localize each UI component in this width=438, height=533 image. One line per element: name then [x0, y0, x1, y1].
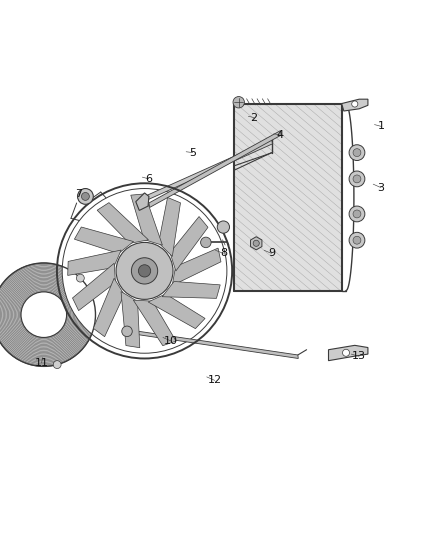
- Circle shape: [21, 292, 67, 337]
- Polygon shape: [121, 292, 140, 348]
- Polygon shape: [159, 197, 180, 256]
- Circle shape: [78, 189, 93, 204]
- Circle shape: [138, 265, 151, 277]
- Circle shape: [201, 237, 211, 248]
- Polygon shape: [127, 329, 298, 359]
- Polygon shape: [251, 237, 262, 250]
- Text: 6: 6: [145, 174, 152, 184]
- Polygon shape: [162, 281, 220, 298]
- Circle shape: [233, 96, 244, 108]
- Text: 13: 13: [352, 351, 366, 361]
- Text: 8: 8: [220, 248, 227, 259]
- Text: 11: 11: [35, 358, 49, 368]
- Polygon shape: [93, 278, 124, 337]
- Circle shape: [353, 175, 361, 183]
- Text: 9: 9: [268, 248, 275, 259]
- Circle shape: [353, 236, 361, 244]
- Circle shape: [217, 221, 230, 233]
- Circle shape: [349, 171, 365, 187]
- Text: 1: 1: [378, 122, 385, 131]
- Wedge shape: [0, 263, 95, 366]
- Circle shape: [352, 101, 358, 107]
- Circle shape: [131, 258, 158, 284]
- Polygon shape: [149, 131, 281, 207]
- Polygon shape: [68, 250, 121, 276]
- Polygon shape: [328, 345, 368, 361]
- Circle shape: [116, 243, 173, 300]
- Polygon shape: [133, 300, 176, 346]
- Polygon shape: [148, 294, 205, 329]
- Circle shape: [349, 145, 365, 160]
- Polygon shape: [170, 216, 208, 271]
- Polygon shape: [131, 194, 162, 245]
- Polygon shape: [136, 193, 149, 211]
- Circle shape: [353, 210, 361, 218]
- Text: 3: 3: [378, 183, 385, 192]
- Polygon shape: [145, 140, 272, 201]
- Circle shape: [349, 206, 365, 222]
- Circle shape: [349, 232, 365, 248]
- Bar: [234, 104, 342, 290]
- Circle shape: [53, 361, 61, 368]
- Circle shape: [253, 240, 259, 246]
- Text: 4: 4: [277, 130, 284, 140]
- Circle shape: [76, 274, 84, 282]
- Polygon shape: [73, 263, 116, 311]
- Text: 5: 5: [189, 148, 196, 158]
- Polygon shape: [172, 248, 221, 286]
- Polygon shape: [97, 203, 148, 244]
- Circle shape: [62, 189, 227, 353]
- Text: 7: 7: [75, 189, 82, 199]
- Polygon shape: [74, 227, 134, 254]
- Text: 10: 10: [164, 336, 178, 346]
- Circle shape: [81, 192, 89, 200]
- Circle shape: [353, 149, 361, 157]
- Circle shape: [343, 349, 350, 356]
- Text: 12: 12: [208, 375, 222, 385]
- Polygon shape: [342, 99, 368, 111]
- Circle shape: [122, 326, 132, 336]
- Text: 2: 2: [251, 112, 258, 123]
